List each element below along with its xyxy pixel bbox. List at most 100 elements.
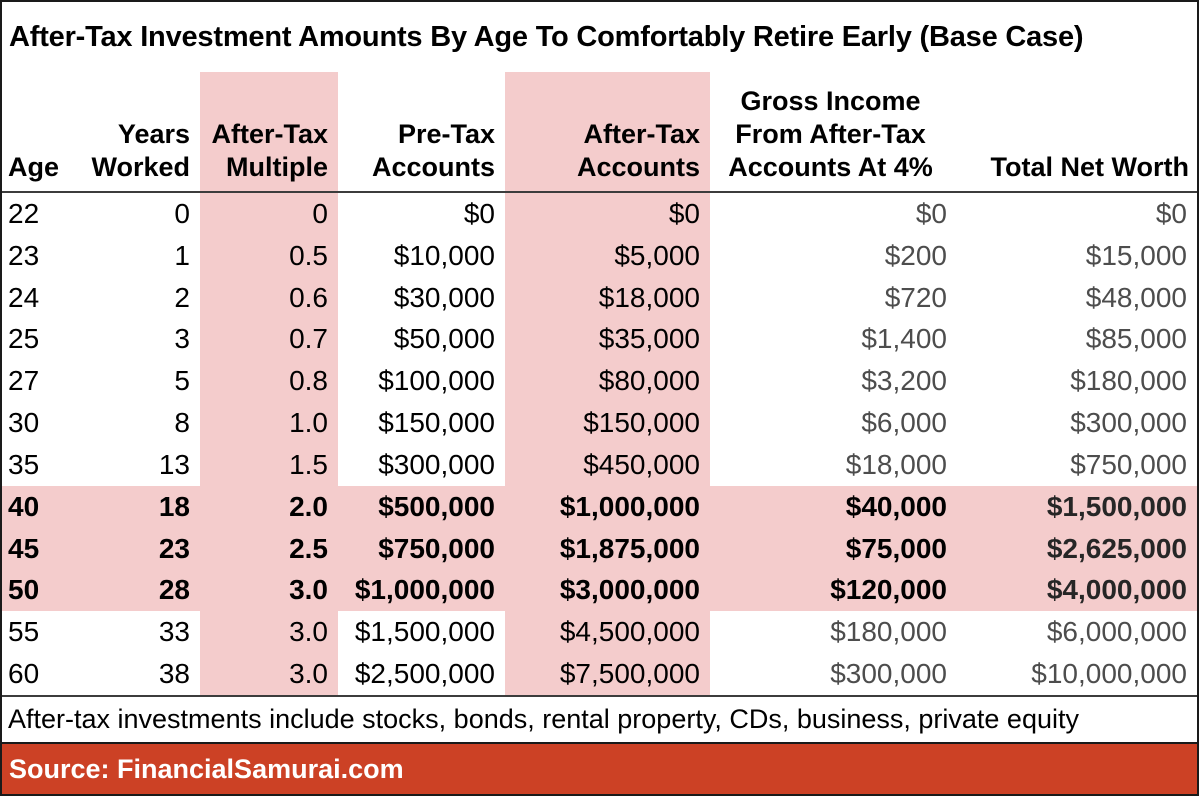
cell-pretax: $100,000 bbox=[378, 365, 495, 397]
cell-gross: $120,000 bbox=[830, 574, 947, 606]
cell-aftertax: $150,000 bbox=[505, 402, 710, 444]
cell-gross: $1,400 bbox=[861, 323, 947, 355]
cell-gross: $40,000 bbox=[845, 490, 947, 522]
cell-aftertax: $7,500,000 bbox=[505, 653, 710, 695]
cell-gross: $6,000 bbox=[861, 407, 947, 439]
table-row: 22 0 0 $0 $0 $0 $0 bbox=[2, 193, 1197, 235]
table-row: 23 1 0.5 $10,000 $5,000 $200 $15,000 bbox=[2, 234, 1197, 277]
cell-pretax: $500,000 bbox=[378, 490, 495, 522]
cell-networth: $180,000 bbox=[1070, 365, 1187, 397]
title-row: After-Tax Investment Amounts By Age To C… bbox=[2, 2, 1197, 72]
cell-pretax: $300,000 bbox=[378, 448, 495, 480]
cell-pretax: $750,000 bbox=[378, 532, 495, 564]
cell-gross: $180,000 bbox=[830, 616, 947, 648]
cell-age: 27 bbox=[8, 365, 40, 397]
column-header-aftertax: After-Tax Accounts bbox=[505, 72, 710, 191]
table-row: 24 2 0.6 $30,000 $18,000 $720 $48,000 bbox=[2, 276, 1197, 319]
footnote-text: After-tax investments include stocks, bo… bbox=[8, 704, 1079, 734]
table-row: 27 5 0.8 $100,000 $80,000 $3,200 $180,000 bbox=[2, 360, 1197, 403]
cell-multiple: 3.0 bbox=[200, 653, 338, 695]
column-header-age: Age bbox=[8, 152, 60, 182]
cell-age: 55 bbox=[8, 616, 40, 648]
footnote-row: After-tax investments include stocks, bo… bbox=[2, 695, 1197, 742]
cell-years: 3 bbox=[174, 323, 190, 355]
table-row: 25 3 0.7 $50,000 $35,000 $1,400 $85,000 bbox=[2, 318, 1197, 361]
cell-networth: $1,500,000 bbox=[1046, 490, 1187, 522]
cell-years: 1 bbox=[174, 239, 190, 271]
cell-networth: $0 bbox=[1155, 197, 1187, 229]
table-row: 50 28 3.0 $1,000,000 $3,000,000 $120,000 $4,00… bbox=[2, 569, 1197, 612]
cell-gross: $300,000 bbox=[830, 658, 947, 690]
cell-age: 40 bbox=[8, 490, 40, 522]
table-row: 35 13 1.5 $300,000 $450,000 $18,000 $750,000 bbox=[2, 443, 1197, 486]
cell-multiple: 0 bbox=[200, 193, 338, 235]
cell-age: 60 bbox=[8, 658, 40, 690]
cell-aftertax: $4,500,000 bbox=[505, 611, 710, 654]
cell-years: 2 bbox=[174, 281, 190, 313]
cell-years: 18 bbox=[158, 490, 190, 522]
cell-aftertax: $18,000 bbox=[505, 276, 710, 319]
cell-age: 25 bbox=[8, 323, 40, 355]
cell-pretax: $1,000,000 bbox=[354, 574, 495, 606]
cell-age: 23 bbox=[8, 239, 40, 271]
page-title: After-Tax Investment Amounts By Age To C… bbox=[9, 20, 1084, 53]
cell-aftertax: $35,000 bbox=[505, 318, 710, 361]
cell-multiple: 2.5 bbox=[200, 527, 338, 570]
table-row: 45 23 2.5 $750,000 $1,875,000 $75,000 $2,625,0… bbox=[2, 527, 1197, 570]
cell-aftertax: $3,000,000 bbox=[505, 569, 710, 612]
cell-aftertax: $1,875,000 bbox=[505, 527, 710, 570]
cell-networth: $750,000 bbox=[1070, 448, 1187, 480]
cell-age: 24 bbox=[8, 281, 40, 313]
cell-gross: $75,000 bbox=[845, 532, 947, 564]
cell-years: 5 bbox=[174, 365, 190, 397]
cell-age: 22 bbox=[8, 197, 40, 229]
cell-pretax: $1,500,000 bbox=[354, 616, 495, 648]
cell-gross: $18,000 bbox=[845, 448, 947, 480]
cell-gross: $200 bbox=[884, 239, 947, 271]
cell-networth: $85,000 bbox=[1085, 323, 1187, 355]
cell-aftertax: $5,000 bbox=[505, 234, 710, 277]
column-header-years: Years Worked bbox=[91, 119, 190, 182]
cell-pretax: $50,000 bbox=[393, 323, 495, 355]
table-row: 40 18 2.0 $500,000 $1,000,000 $40,000 $1,500,0… bbox=[2, 485, 1197, 528]
cell-multiple: 0.8 bbox=[200, 360, 338, 403]
source-bar: Source: FinancialSamurai.com bbox=[2, 742, 1197, 794]
cell-multiple: 0.6 bbox=[200, 276, 338, 319]
cell-age: 45 bbox=[8, 532, 40, 564]
column-header-networth: Total Net Worth bbox=[990, 152, 1189, 182]
table-row: 60 38 3.0 $2,500,000 $7,500,000 $300,000 $10,0… bbox=[2, 653, 1197, 695]
cell-gross: $720 bbox=[884, 281, 947, 313]
source-text: Source: FinancialSamurai.com bbox=[9, 753, 404, 784]
cell-pretax: $150,000 bbox=[378, 407, 495, 439]
cell-multiple: 3.0 bbox=[200, 611, 338, 654]
table-body: 22 0 0 $0 $0 $0 $0 23 1 0.5 $10,000 $5,000 $200 $15,0… bbox=[2, 193, 1197, 695]
cell-multiple: 3.0 bbox=[200, 569, 338, 612]
cell-multiple: 0.7 bbox=[200, 318, 338, 361]
table-row: 55 33 3.0 $1,500,000 $4,500,000 $180,000 $6,00… bbox=[2, 611, 1197, 654]
cell-aftertax: $450,000 bbox=[505, 443, 710, 486]
column-header-pretax: Pre-Tax Accounts bbox=[371, 119, 495, 182]
cell-gross: $0 bbox=[915, 197, 947, 229]
cell-years: 23 bbox=[158, 532, 190, 564]
table-header: Age Years Worked After-Tax Multiple Pre-Tax Ac… bbox=[2, 72, 1197, 193]
cell-years: 33 bbox=[158, 616, 190, 648]
cell-aftertax: $1,000,000 bbox=[505, 485, 710, 528]
cell-networth: $2,625,000 bbox=[1046, 532, 1187, 564]
cell-multiple: 1.5 bbox=[200, 443, 338, 486]
cell-multiple: 1.0 bbox=[200, 402, 338, 444]
cell-aftertax: $80,000 bbox=[505, 360, 710, 403]
cell-years: 8 bbox=[174, 407, 190, 439]
cell-age: 30 bbox=[8, 407, 40, 439]
cell-networth: $10,000,000 bbox=[1031, 658, 1187, 690]
cell-pretax: $30,000 bbox=[393, 281, 495, 313]
cell-years: 13 bbox=[158, 448, 190, 480]
cell-pretax: $0 bbox=[463, 197, 495, 229]
cell-years: 38 bbox=[158, 658, 190, 690]
cell-aftertax: $0 bbox=[505, 193, 710, 235]
cell-pretax: $2,500,000 bbox=[354, 658, 495, 690]
cell-multiple: 0.5 bbox=[200, 234, 338, 277]
cell-age: 35 bbox=[8, 448, 40, 480]
cell-networth: $4,000,000 bbox=[1046, 574, 1187, 606]
cell-years: 28 bbox=[158, 574, 190, 606]
